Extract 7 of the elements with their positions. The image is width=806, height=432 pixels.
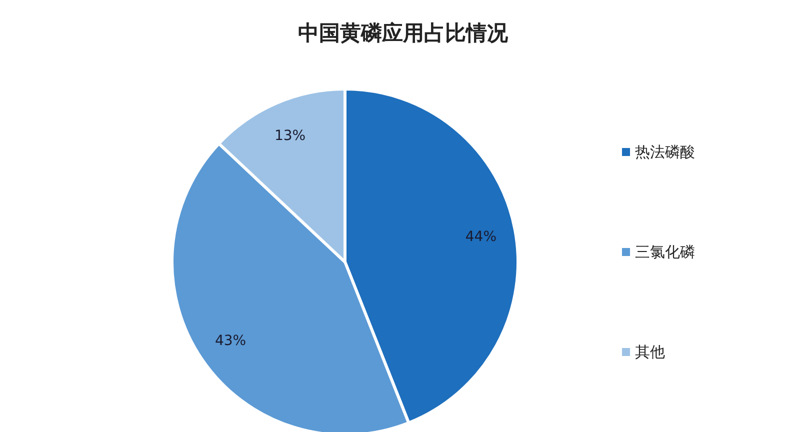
data-label: 43% <box>214 332 246 349</box>
chart-title: 中国黄磷应用占比情况 <box>298 21 509 45</box>
data-label: 13% <box>274 128 306 144</box>
data-label: 44% <box>465 229 497 246</box>
legend-label: 热法磷酸 <box>635 143 695 161</box>
legend-label: 三氯化磷 <box>635 243 695 261</box>
legend-label: 其他 <box>635 343 665 361</box>
